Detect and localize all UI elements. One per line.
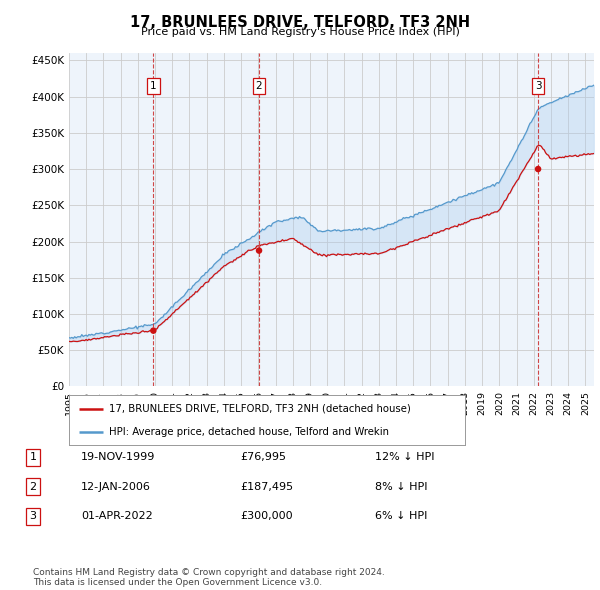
Text: 3: 3: [535, 81, 541, 91]
Text: 2: 2: [256, 81, 262, 91]
Text: 12% ↓ HPI: 12% ↓ HPI: [375, 453, 434, 462]
Text: £187,495: £187,495: [240, 482, 293, 491]
Text: 8% ↓ HPI: 8% ↓ HPI: [375, 482, 427, 491]
Text: £76,995: £76,995: [240, 453, 286, 462]
Point: [149, 326, 158, 335]
Point: [533, 165, 543, 174]
Text: 6% ↓ HPI: 6% ↓ HPI: [375, 512, 427, 521]
Text: 19-NOV-1999: 19-NOV-1999: [81, 453, 155, 462]
Text: 17, BRUNLEES DRIVE, TELFORD, TF3 2NH: 17, BRUNLEES DRIVE, TELFORD, TF3 2NH: [130, 15, 470, 30]
Text: HPI: Average price, detached house, Telford and Wrekin: HPI: Average price, detached house, Telf…: [109, 427, 389, 437]
Text: 3: 3: [29, 512, 37, 521]
Text: Price paid vs. HM Land Registry's House Price Index (HPI): Price paid vs. HM Land Registry's House …: [140, 27, 460, 37]
Text: 17, BRUNLEES DRIVE, TELFORD, TF3 2NH (detached house): 17, BRUNLEES DRIVE, TELFORD, TF3 2NH (de…: [109, 404, 410, 414]
Text: 2: 2: [29, 482, 37, 491]
Point: [254, 246, 264, 255]
Text: Contains HM Land Registry data © Crown copyright and database right 2024.
This d: Contains HM Land Registry data © Crown c…: [33, 568, 385, 587]
Text: £300,000: £300,000: [240, 512, 293, 521]
Text: 12-JAN-2006: 12-JAN-2006: [81, 482, 151, 491]
Text: 01-APR-2022: 01-APR-2022: [81, 512, 153, 521]
Text: 1: 1: [29, 453, 37, 462]
Text: 1: 1: [150, 81, 157, 91]
